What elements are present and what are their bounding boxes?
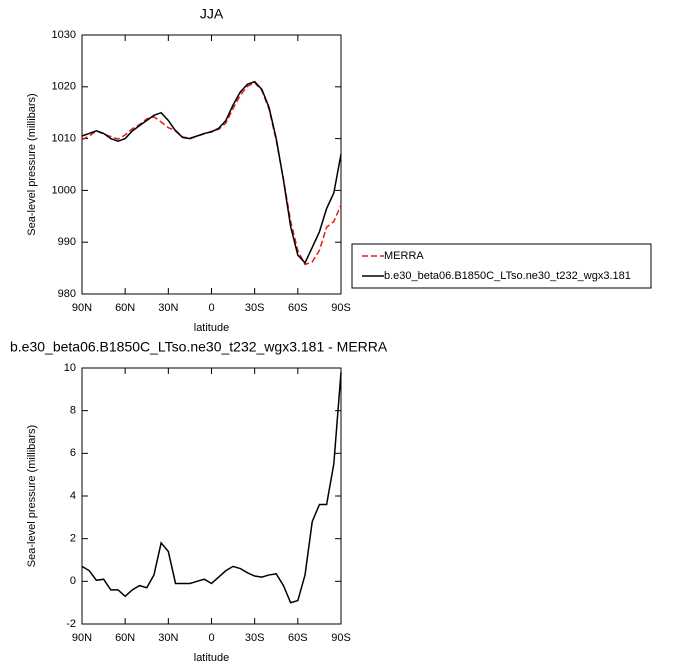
y-axis-label: Sea-level pressure (millibars) bbox=[26, 93, 38, 235]
series-line bbox=[81, 372, 342, 604]
x-tick-label: 0 bbox=[208, 632, 214, 644]
y-tick-label: 990 bbox=[58, 236, 76, 248]
x-tick-label: 90N bbox=[72, 302, 92, 314]
y-tick-label: 8 bbox=[70, 405, 76, 417]
x-tick-label: 30N bbox=[158, 302, 178, 314]
x-tick-label: 60S bbox=[288, 632, 308, 644]
legend-box bbox=[351, 243, 652, 289]
x-tick-label: 0 bbox=[208, 302, 214, 314]
x-axis-label: latitude bbox=[194, 652, 229, 664]
x-tick-label: 90S bbox=[331, 632, 351, 644]
y-tick-label: -2 bbox=[66, 618, 76, 630]
x-tick-label: 90N bbox=[72, 632, 92, 644]
y-tick-label: 1010 bbox=[52, 133, 76, 145]
chart-title: b.e30_beta06.B1850C_LTso.ne30_t232_wgx3.… bbox=[10, 339, 388, 355]
legend-label: MERRA bbox=[384, 250, 424, 262]
chart-title: JJA bbox=[200, 6, 224, 22]
x-tick-label: 30N bbox=[158, 632, 178, 644]
series-line bbox=[81, 81, 342, 266]
y-tick-label: 4 bbox=[70, 490, 76, 502]
x-tick-label: 60S bbox=[288, 302, 308, 314]
y-axis-label: Sea-level pressure (millibars) bbox=[26, 425, 38, 567]
legend-label: b.e30_beta06.B1850C_LTso.ne30_t232_wgx3.… bbox=[384, 270, 631, 282]
series-line bbox=[81, 80, 342, 265]
x-tick-label: 30S bbox=[245, 302, 265, 314]
y-tick-label: 1020 bbox=[52, 81, 76, 93]
y-tick-label: 980 bbox=[58, 288, 76, 300]
x-tick-label: 90S bbox=[331, 302, 351, 314]
y-tick-label: 1030 bbox=[52, 29, 76, 41]
y-tick-label: 0 bbox=[70, 575, 76, 587]
y-tick-label: 2 bbox=[70, 533, 76, 545]
x-tick-label: 30S bbox=[245, 632, 265, 644]
x-tick-label: 60N bbox=[115, 632, 135, 644]
y-tick-label: 1000 bbox=[52, 184, 76, 196]
x-axis-label: latitude bbox=[194, 322, 229, 334]
plot-frame bbox=[81, 34, 342, 295]
y-tick-label: 6 bbox=[70, 447, 76, 459]
x-tick-label: 60N bbox=[115, 302, 135, 314]
y-tick-label: 10 bbox=[64, 362, 76, 374]
